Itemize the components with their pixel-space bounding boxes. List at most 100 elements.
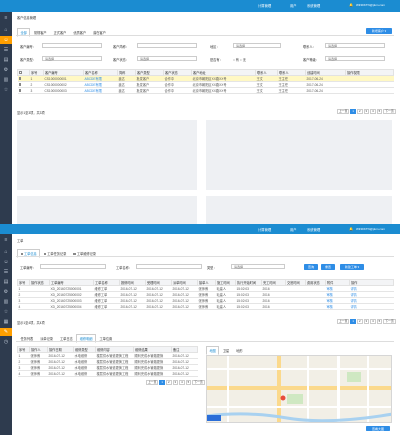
column-header[interactable]: 操作权限 <box>345 69 394 76</box>
table-row[interactable]: 2 张师傅 2016-07-12 水电维修 楼层供水管道更换工程 顺利完成水管路… <box>17 358 198 365</box>
tab-potential[interactable]: 潜在客户 <box>93 31 106 35</box>
tab-premium[interactable]: 优质客户 <box>73 31 87 35</box>
top-link-2[interactable]: 系统管理 <box>307 227 321 232</box>
tab-repair-detail[interactable]: 维修明细 <box>76 334 96 343</box>
customer-id-input[interactable] <box>42 43 102 48</box>
bell-icon[interactable]: 🔔 <box>349 3 354 7</box>
location-map[interactable] <box>206 355 392 423</box>
page-button[interactable]: 2 <box>356 319 363 324</box>
prev-page-button[interactable]: 上一页 <box>337 319 350 324</box>
tab-dispatch-log[interactable]: 派单记录 <box>40 337 53 341</box>
row-checkbox[interactable] <box>18 83 22 86</box>
page-button[interactable]: 4 <box>370 109 376 114</box>
next-page-button[interactable]: 下一页 <box>383 319 396 324</box>
top-link-0[interactable]: 计算管理 <box>258 227 272 232</box>
home-icon[interactable]: ⌂ <box>4 249 8 255</box>
review-link[interactable]: 审核 <box>325 297 350 304</box>
row-checkbox[interactable] <box>18 89 22 92</box>
table-row[interactable]: 2 XD_20160725000002 维修工单 2016-07-12 2016… <box>17 291 394 298</box>
customer-type-select[interactable]: 请选择 <box>42 56 102 61</box>
map-canvas[interactable] <box>207 356 392 423</box>
page-button[interactable]: 1 <box>350 109 356 114</box>
review-link[interactable]: 审核 <box>325 303 350 310</box>
list-icon[interactable]: ☰ <box>3 269 9 275</box>
bell-icon[interactable]: 🔔 <box>349 226 354 231</box>
customer-link[interactable]: ABCDE有限 <box>83 87 118 94</box>
wrench-icon[interactable]: ✎ <box>0 328 12 336</box>
tab-repair-log[interactable]: 工单维修记录 <box>70 249 100 258</box>
user-icon[interactable]: ☺ <box>3 259 9 265</box>
page-button[interactable]: 5 <box>376 109 383 114</box>
map-tab-satellite[interactable]: 卫星 <box>222 349 230 353</box>
next-page-button[interactable]: 下一页 <box>192 380 205 385</box>
detail-link[interactable]: 详情 <box>349 303 394 310</box>
tab-task-list[interactable]: 任务列表 <box>20 337 34 341</box>
contact-select[interactable]: 请选择 <box>325 43 385 48</box>
table-row[interactable]: 4 XD_20160725000004 维修工单 2016-07-12 2016… <box>17 303 394 310</box>
top-link-1[interactable]: 用户 <box>290 4 297 8</box>
menu-icon[interactable]: ≡ <box>4 237 8 243</box>
table-row[interactable]: 3 XD_20160725000003 维修工单 2016-07-12 2016… <box>17 297 394 304</box>
new-workorder-button[interactable]: 新建工单 ▾ <box>340 264 364 270</box>
next-page-button[interactable]: 下一页 <box>383 109 396 114</box>
prev-page-button[interactable]: 上一页 <box>337 109 350 114</box>
page-button[interactable]: 1 <box>159 380 165 385</box>
tab-regular[interactable]: 常规客户 <box>33 31 47 35</box>
tab-workorder-location[interactable]: 工单位置 <box>99 337 113 341</box>
clock-icon[interactable]: ◷ <box>3 339 9 345</box>
top-link-0[interactable]: 计算管理 <box>258 4 272 8</box>
row-checkbox[interactable] <box>18 77 22 80</box>
tab-formal[interactable]: 正式客户 <box>53 31 67 35</box>
column-header[interactable]: 操作 <box>349 279 394 286</box>
reset-button[interactable]: 重置 <box>321 264 335 270</box>
review-link[interactable]: 审核 <box>325 285 350 292</box>
select-all-checkbox[interactable] <box>19 71 22 74</box>
column-header[interactable]: 备注 <box>171 346 198 353</box>
doc-icon[interactable]: ▥ <box>3 77 9 83</box>
folder-icon[interactable]: ▦ <box>3 319 9 325</box>
table-row[interactable]: 1 CS1000000001 ABCDE有限 鑫达 批发客户 合作中 北京市朝阳… <box>17 75 394 82</box>
page-button[interactable]: 2 <box>165 380 172 385</box>
user-brand[interactable]: WiNDKTN@pkm.com <box>356 226 386 231</box>
chart-icon[interactable]: ▤ <box>3 57 9 63</box>
home-icon[interactable]: ⌂ <box>4 27 8 33</box>
has-radio-group[interactable]: ○ 有 ○ 无 <box>233 58 246 62</box>
customer-link[interactable]: ABCDE有限 <box>83 81 118 88</box>
page-button[interactable]: 1 <box>350 319 356 324</box>
user-icon[interactable]: ☺ <box>0 36 12 44</box>
top-link-2[interactable]: 系统管理 <box>307 4 321 8</box>
tab-workorder-log[interactable]: 工单日志 <box>60 337 73 341</box>
workorder-id-input[interactable] <box>40 264 106 269</box>
doc-icon[interactable]: ▥ <box>3 299 9 305</box>
tab-workorder-info[interactable]: 工单信息 <box>17 249 41 258</box>
prev-page-button[interactable]: 上一页 <box>146 380 159 385</box>
detail-link[interactable]: 详情 <box>349 297 394 304</box>
map-tab-map[interactable]: 地图 <box>206 346 220 355</box>
table-row[interactable]: 3 CS1000000003 ABCDE有限 鑫达 批发客户 合作中 北京市朝阳… <box>17 87 394 94</box>
page-button[interactable]: 4 <box>179 380 185 385</box>
customer-link[interactable]: ABCDE有限 <box>83 75 118 82</box>
top-link-1[interactable]: 用户 <box>290 227 297 232</box>
view-large-map-button[interactable]: 查看大图 <box>366 426 390 431</box>
star-icon[interactable]: ☆ <box>3 309 9 315</box>
star-icon[interactable]: ☆ <box>3 87 9 93</box>
list-icon[interactable]: ☰ <box>3 47 9 53</box>
page-button[interactable]: 3 <box>363 109 370 114</box>
page-button[interactable]: 2 <box>356 109 363 114</box>
gear-icon[interactable]: ⚙ <box>3 67 9 73</box>
page-button[interactable]: 5 <box>376 319 383 324</box>
table-row[interactable]: 4 张师傅 2016-07-12 水电维修 楼层供水管道更换工程 顺利完成水管路… <box>17 370 198 377</box>
location-pin-icon[interactable] <box>280 395 286 401</box>
new-customer-button[interactable]: 新增客户 ▾ <box>366 28 392 34</box>
gear-icon[interactable]: ⚙ <box>3 289 9 295</box>
page-button[interactable]: 3 <box>363 319 370 324</box>
table-row[interactable]: 2 CS1000000002 ABCDE有限 鑫达 批发客户 合作中 北京市朝阳… <box>17 81 394 88</box>
customer-level-select[interactable]: 请选择 <box>325 56 385 61</box>
region-select[interactable]: 请选择 <box>233 43 281 48</box>
detail-link[interactable]: 详情 <box>349 291 394 298</box>
page-button[interactable]: 3 <box>172 380 179 385</box>
customer-status-select[interactable]: 请选择 <box>137 56 197 61</box>
table-row[interactable]: 1 张师傅 2016-07-12 水电维修 楼层供水管道更换工程 顺利完成水管路… <box>17 352 198 359</box>
user-brand[interactable]: WiNDKTN@pkm.com <box>356 3 386 7</box>
page-button[interactable]: 5 <box>185 380 192 385</box>
